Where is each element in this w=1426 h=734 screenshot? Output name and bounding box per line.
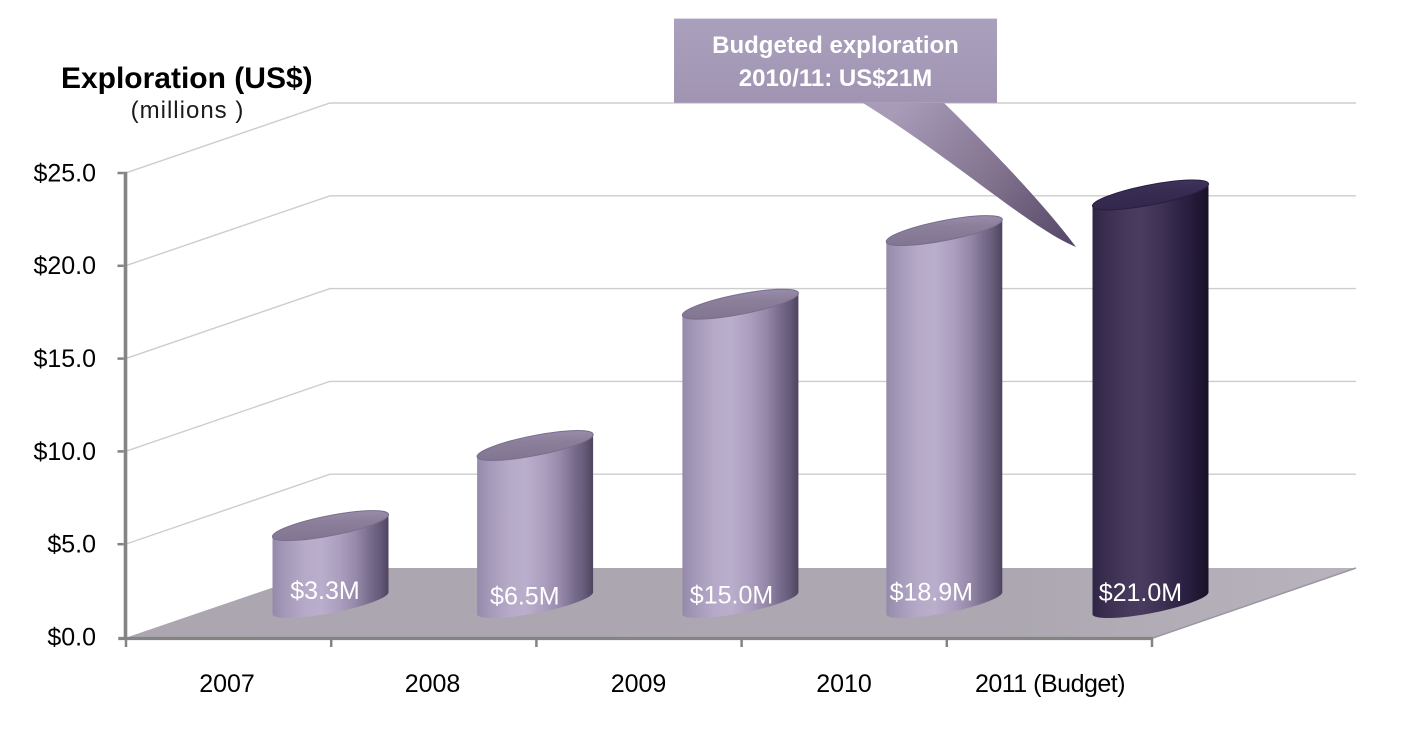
svg-text:2009: 2009 [611, 670, 667, 698]
svg-text:$5.0: $5.0 [47, 531, 96, 559]
svg-text:2008: 2008 [405, 670, 461, 698]
svg-text:$25.0: $25.0 [33, 159, 96, 187]
svg-text:$15.0M: $15.0M [690, 581, 773, 609]
svg-text:Exploration (US$): Exploration (US$) [61, 62, 313, 95]
svg-text:2010: 2010 [816, 670, 872, 698]
svg-text:Budgeted exploration: Budgeted exploration [712, 32, 959, 59]
svg-text:$10.0: $10.0 [33, 438, 96, 466]
svg-text:(millions ): (millions ) [131, 97, 245, 124]
svg-text:2011 (Budget): 2011 (Budget) [975, 670, 1125, 698]
svg-text:$0.0: $0.0 [47, 623, 96, 651]
svg-text:2007: 2007 [199, 670, 255, 698]
svg-text:$20.0: $20.0 [33, 252, 96, 280]
svg-text:$18.9M: $18.9M [890, 578, 973, 606]
svg-text:$3.3M: $3.3M [290, 577, 359, 605]
svg-text:2010/11: US$21M: 2010/11: US$21M [739, 65, 932, 92]
svg-text:$6.5M: $6.5M [490, 583, 559, 611]
svg-text:$15.0: $15.0 [33, 345, 96, 373]
svg-text:$21.0M: $21.0M [1099, 579, 1182, 607]
